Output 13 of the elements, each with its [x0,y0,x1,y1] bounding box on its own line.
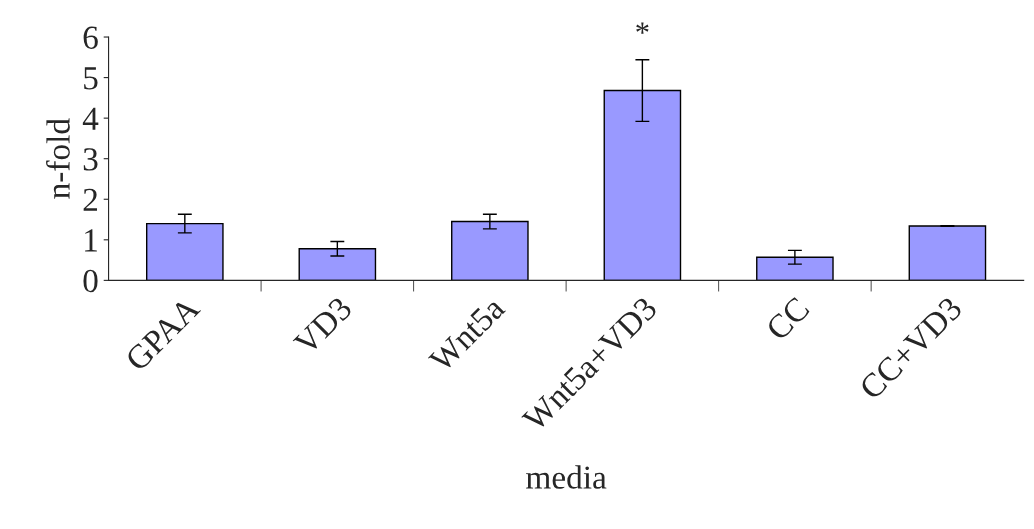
y-tick-label: 6 [83,26,98,49]
x-axis-title: media [526,465,607,489]
x-tick-label: VD3 [292,295,354,357]
y-tick-label: 0 [83,269,98,293]
y-axis-title: n-fold [46,118,70,199]
y-tick-label: 4 [82,107,99,130]
bar [908,225,987,281]
y-tick-label: 3 [83,148,98,171]
annotation: * [636,22,649,34]
x-tick-label: CC [765,296,811,342]
y-tick-label: 1 [85,229,97,252]
y-tick-label: 5 [84,67,98,90]
y-tick-label: 2 [83,188,98,211]
